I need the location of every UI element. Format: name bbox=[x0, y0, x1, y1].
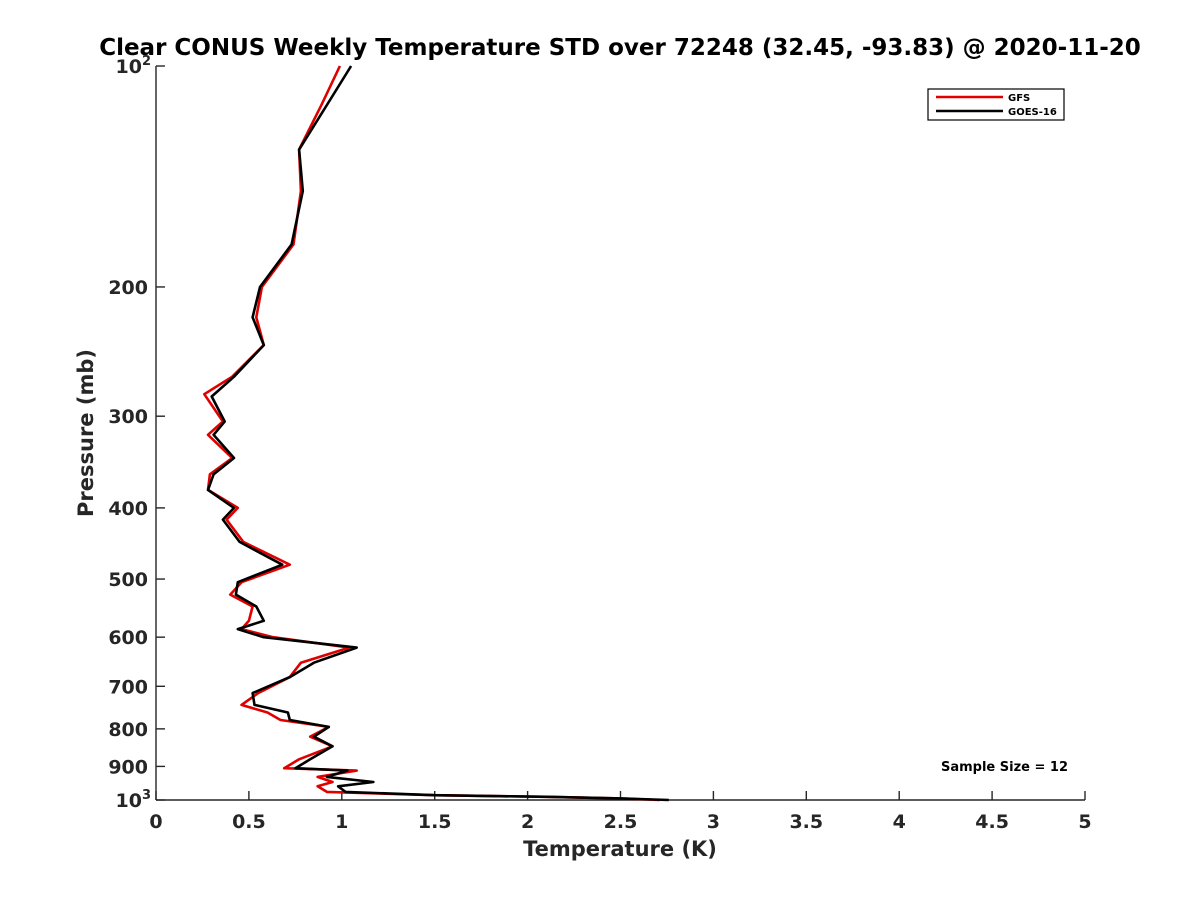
legend-box bbox=[927, 88, 1065, 121]
x-tick-label: 0 bbox=[149, 811, 162, 833]
chart-title: Clear CONUS Weekly Temperature STD over … bbox=[99, 35, 1141, 61]
series-line-goes-16 bbox=[206, 65, 669, 802]
x-ticks: 0 0.5 1 1.5 2 2.5 3 3.5 4 4.5 5 bbox=[149, 791, 1092, 833]
series-lines bbox=[203, 65, 669, 802]
x-tick-label: 3.5 bbox=[789, 811, 823, 833]
y-tick-label: 800 bbox=[108, 719, 148, 741]
x-tick-label: 2.5 bbox=[604, 811, 638, 833]
legend-label-gfs: GFS bbox=[1008, 93, 1030, 104]
legend: GFS GOES-16 bbox=[927, 88, 1065, 121]
x-tick-label: 4 bbox=[893, 811, 906, 833]
x-tick-label: 1.5 bbox=[418, 811, 452, 833]
y-ticks: 102 200 300 400 500 600 700 800 900 103 bbox=[108, 54, 165, 812]
y-tick-label: 300 bbox=[108, 406, 148, 428]
y-tick-label: 500 bbox=[108, 569, 148, 591]
y-axis-label: Pressure (mb) bbox=[74, 349, 98, 517]
x-tick-label: 4.5 bbox=[975, 811, 1009, 833]
y-tick-label: 900 bbox=[108, 756, 148, 778]
legend-label-goes-16: GOES-16 bbox=[1008, 107, 1057, 118]
y-tick-label: 700 bbox=[108, 676, 148, 698]
y-tick-label: 102 bbox=[116, 54, 152, 78]
sample-size-annotation: Sample Size = 12 bbox=[941, 760, 1068, 775]
x-axis-label: Temperature (K) bbox=[523, 837, 717, 861]
x-tick-label: 3 bbox=[707, 811, 720, 833]
y-tick-label: 400 bbox=[108, 498, 148, 520]
y-tick-label: 200 bbox=[108, 277, 148, 299]
x-tick-label: 1 bbox=[335, 811, 348, 833]
x-tick-label: 2 bbox=[521, 811, 534, 833]
x-tick-label: 0.5 bbox=[232, 811, 266, 833]
y-tick-label: 103 bbox=[116, 788, 152, 812]
x-tick-label: 5 bbox=[1078, 811, 1091, 833]
y-tick-label: 600 bbox=[108, 627, 148, 649]
